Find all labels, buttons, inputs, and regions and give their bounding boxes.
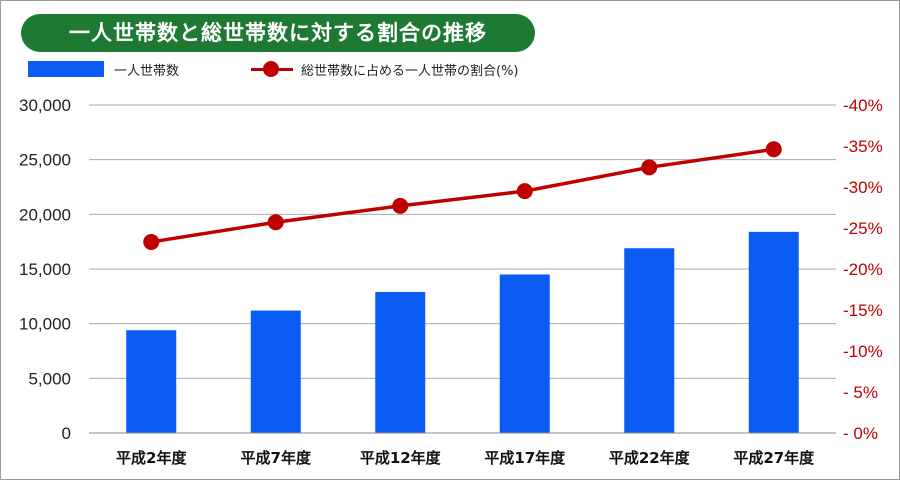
bar (126, 330, 177, 433)
line-point (143, 233, 160, 250)
legend-item-line: 総世帯数に占める一人世帯の割合(%) (251, 57, 519, 81)
x-tick-label: 平成22年度 (609, 449, 691, 467)
y-right-tick-label: -15% (843, 301, 883, 320)
y-left-tick-label: 25,000 (19, 151, 71, 170)
x-tick-label: 平成12年度 (360, 449, 442, 467)
y-right-tick-label: -20% (843, 260, 883, 279)
bar (250, 310, 301, 433)
legend: 一人世帯数 総世帯数に占める一人世帯の割合(%) (1, 57, 900, 81)
bar (748, 231, 799, 433)
y-right-tick-label: -25% (843, 219, 883, 238)
legend-bar-swatch (28, 61, 104, 77)
line-point (765, 141, 782, 158)
line-series (143, 141, 782, 250)
y-right-tick-label: - 5% (843, 383, 878, 402)
chart-title: 一人世帯数と総世帯数に対する割合の推移 (21, 14, 535, 52)
y-left-tick-label: 5,000 (28, 369, 71, 388)
legend-item-bar: 一人世帯数 (28, 57, 179, 81)
y-left-tick-label: 0 (62, 424, 71, 443)
y-right-tick-label: -30% (843, 178, 883, 197)
x-tick-label: 平成27年度 (733, 449, 815, 467)
line-point (267, 214, 284, 231)
bar (499, 274, 550, 433)
line-point (641, 159, 658, 176)
legend-bar-label: 一人世帯数 (114, 63, 180, 79)
x-tick-label: 平成2年度 (116, 449, 187, 467)
bar (624, 248, 675, 433)
series-line (150, 147, 775, 244)
gridlines (89, 104, 836, 379)
line-point (516, 183, 533, 200)
bar (375, 291, 426, 433)
y-right-tick-label: - 0% (843, 424, 878, 443)
x-tick-label: 平成7年度 (241, 449, 312, 467)
bar-series (126, 231, 799, 433)
axes: 0 5,000 10,000 15,000 20,000 25,000 30,000 - 0%… (19, 96, 883, 467)
y-left-tick-label: 30,000 (19, 96, 71, 115)
y-right-tick-label: -40% (843, 96, 883, 115)
y-left-tick-label: 15,000 (19, 260, 71, 279)
y-left-tick-label: 10,000 (19, 315, 71, 334)
y-right-tick-label: -35% (843, 137, 883, 156)
y-right-tick-label: -10% (843, 342, 883, 361)
line-point (392, 197, 409, 214)
x-tick-label: 平成17年度 (484, 449, 566, 467)
legend-line-label: 総世帯数に占める一人世帯の割合(%) (301, 63, 519, 79)
legend-line-swatch (251, 59, 293, 79)
y-left-tick-label: 20,000 (19, 205, 71, 224)
